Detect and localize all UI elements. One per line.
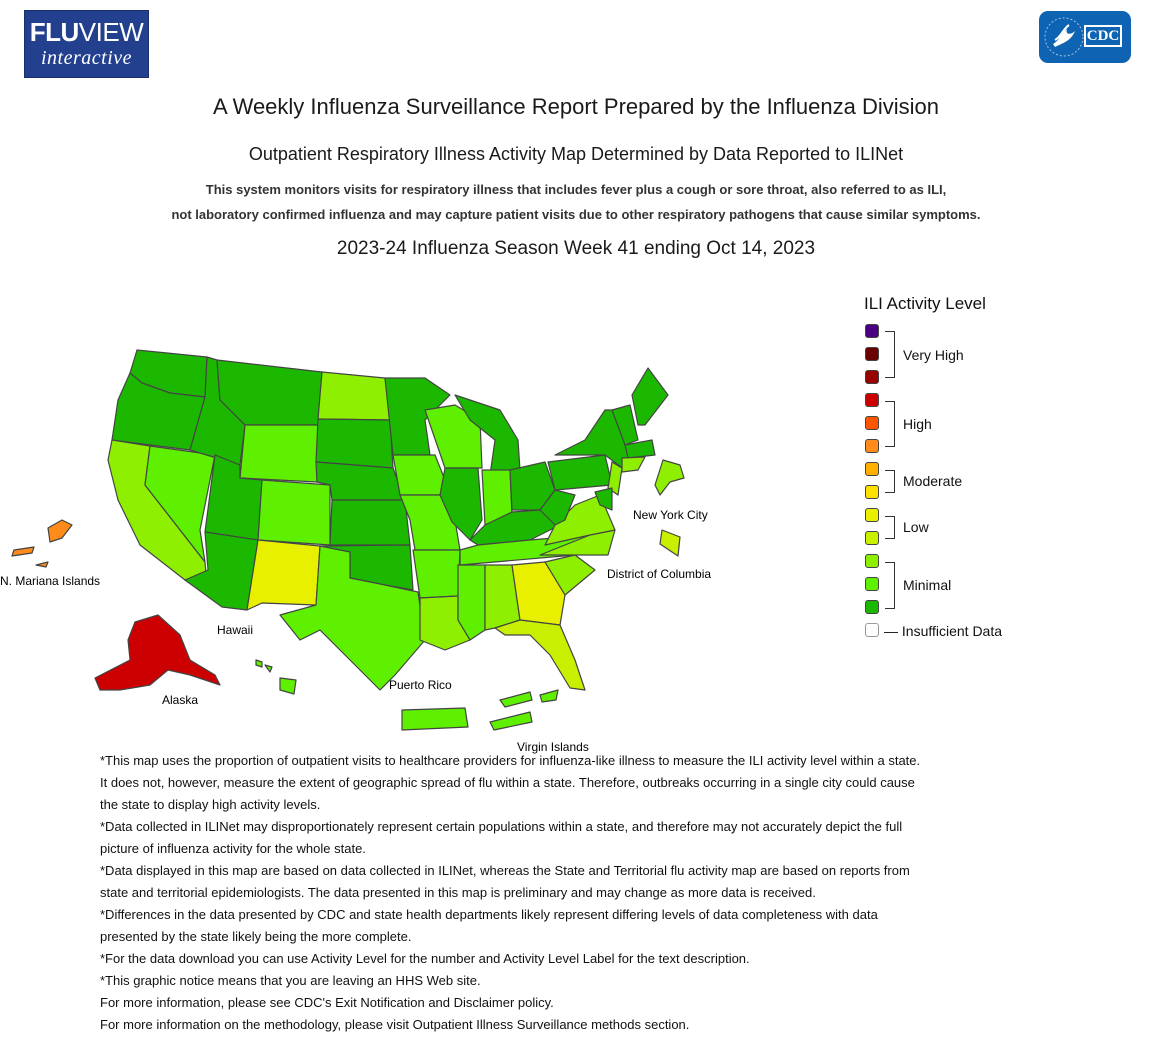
hhs-eagle-icon <box>1044 17 1084 57</box>
state-vermont-nh <box>611 404 639 446</box>
note-line: the state to display high activity level… <box>100 797 321 812</box>
state-pennsylvania <box>547 454 613 491</box>
state-north-dakota <box>317 371 391 421</box>
state-texas <box>279 545 426 691</box>
state-south-dakota <box>315 418 394 469</box>
state-west-virginia <box>539 489 576 526</box>
legend-label-high: High <box>903 416 932 432</box>
methods-link[interactable]: For more information on the methodology,… <box>100 1017 690 1032</box>
state-wyoming <box>239 424 319 483</box>
legend-swatch <box>865 462 879 476</box>
exit-notification-link[interactable]: For more information, please see CDC's E… <box>100 995 554 1010</box>
legend-label-moderate: Moderate <box>903 473 963 489</box>
legend-swatch <box>865 554 879 568</box>
legend-bracket-very-high <box>885 331 895 378</box>
state-maine <box>631 367 669 426</box>
us-ili-map <box>11 349 685 731</box>
legend-swatch <box>865 623 879 637</box>
fluview-logo[interactable]: FLUVIEW interactive <box>24 10 149 78</box>
state-wisconsin <box>424 404 483 469</box>
week-title: 2023-24 Influenza Season Week 41 ending … <box>336 238 816 259</box>
legend-swatch <box>865 370 879 384</box>
label-mariana: N. Mariana Islands <box>0 574 101 588</box>
state-florida <box>494 619 586 691</box>
note-line: state and territorial epidemiologists. T… <box>100 885 816 900</box>
fluview-logo-line2: interactive <box>40 47 133 69</box>
legend-label-low: Low <box>903 519 929 535</box>
legend-swatch <box>865 347 879 361</box>
legend-bracket-high <box>885 401 895 447</box>
note-line: presented by the state likely being the … <box>100 929 412 944</box>
fluview-logo-line1: FLUVIEW <box>29 17 144 47</box>
label-alaska: Alaska <box>162 693 199 707</box>
note-line: *Data collected in ILINet may disproport… <box>100 819 903 834</box>
legend-swatch <box>865 577 879 591</box>
state-hawaii <box>255 659 297 695</box>
state-delaware-maryland <box>594 487 613 511</box>
legend-bracket-low <box>885 516 895 539</box>
note-line: picture of influenza activity for the wh… <box>100 841 366 856</box>
territory-puerto-rico <box>401 707 469 731</box>
state-georgia <box>511 561 566 626</box>
label-dc: District of Columbia <box>607 567 712 581</box>
state-colorado <box>257 479 331 546</box>
state-iowa <box>392 454 446 496</box>
state-virginia <box>544 494 616 546</box>
page-subtitle: Outpatient Respiratory Illness Activity … <box>248 144 904 164</box>
note-line: *Data displayed in this map are based on… <box>100 863 910 878</box>
state-alaska <box>94 614 221 691</box>
state-new-mexico <box>246 539 321 611</box>
state-new-jersey <box>607 461 623 496</box>
legend-swatch <box>865 508 879 522</box>
note-line: It does not, however, measure the extent… <box>100 775 915 790</box>
legend-title: ILI Activity Level <box>864 294 986 313</box>
legend-swatch <box>865 439 879 453</box>
label-nyc: New York City <box>633 508 708 522</box>
legend-swatch <box>865 416 879 430</box>
legend-swatch <box>865 393 879 407</box>
legend-label-insufficient: — Insufficient Data <box>884 623 1003 639</box>
legend-swatch <box>865 600 879 614</box>
note-line: *Differences in the data presented by CD… <box>100 907 878 922</box>
legend-label-very-high: Very High <box>903 347 964 363</box>
cdc-logo[interactable]: CDC <box>1039 11 1131 63</box>
territory-mariana <box>11 519 73 568</box>
state-massachusetts <box>624 439 656 459</box>
state-south-carolina <box>544 554 596 596</box>
legend-swatch <box>865 531 879 545</box>
note-line: *For the data download you can use Activ… <box>100 951 750 966</box>
description-line-1: This system monitors visits for respirat… <box>205 182 947 197</box>
territory-virgin-islands <box>489 689 559 731</box>
cdc-logo-text: CDC <box>1084 25 1122 47</box>
state-mississippi <box>457 564 486 641</box>
note-line: *This map uses the proportion of outpati… <box>100 753 921 768</box>
state-kansas <box>329 499 411 546</box>
legend-label-minimal: Minimal <box>903 577 952 593</box>
page-title: A Weekly Influenza Surveillance Report P… <box>213 94 939 119</box>
label-puerto-rico: Puerto Rico <box>389 678 452 692</box>
footnotes: *This map uses the proportion of outpati… <box>100 750 1000 1036</box>
dc-inset <box>659 529 681 557</box>
legend-bracket-minimal <box>885 562 895 609</box>
description-line-2: not laboratory confirmed influenza and m… <box>171 207 981 222</box>
label-virgin-islands: Virgin Islands <box>517 740 589 754</box>
state-north-carolina <box>539 529 616 556</box>
label-hawaii: Hawaii <box>217 623 254 637</box>
nyc-inset <box>654 459 685 496</box>
legend-swatch <box>865 485 879 499</box>
note-line: *This graphic notice means that you are … <box>100 973 481 988</box>
state-connecticut-ri <box>621 456 646 473</box>
state-arkansas <box>412 549 461 599</box>
legend-bracket-moderate <box>885 470 895 493</box>
legend-swatch <box>865 324 879 338</box>
